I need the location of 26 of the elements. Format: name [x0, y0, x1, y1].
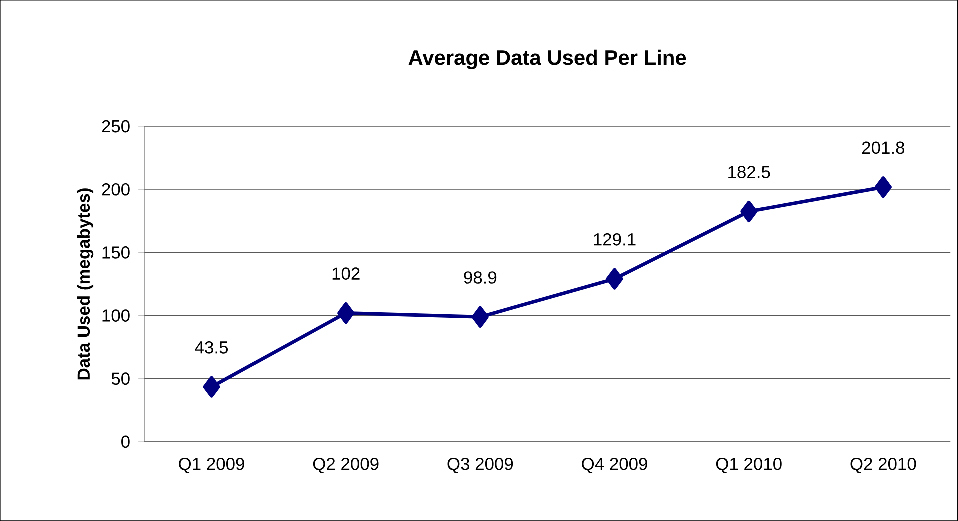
data-label: 102	[332, 267, 360, 280]
x-tick-label: Q1 2010	[716, 458, 782, 474]
point	[472, 306, 489, 328]
y-tick-label: 100	[102, 309, 130, 322]
x-tick-label: Q2 2010	[850, 458, 916, 474]
x-tick-label: Q1 2009	[179, 458, 244, 474]
point	[338, 302, 355, 324]
y-tick-label: 50	[112, 372, 130, 385]
chart-title: Average Data Used Per Line	[408, 50, 686, 70]
y-tick-label: 150	[102, 246, 130, 259]
y-tick-label: 250	[102, 120, 130, 133]
point	[203, 376, 220, 398]
x-tick-label: Q4 2009	[582, 458, 648, 474]
y-axis-title: Data Used (megabytes)	[77, 188, 94, 380]
y-tick-label: 200	[102, 183, 130, 196]
x-tick-label: Q3 2009	[448, 458, 514, 474]
y-tick-label: 0	[122, 436, 130, 448]
data-label: 182.5	[728, 166, 770, 178]
point	[740, 200, 758, 222]
data-label: 43.5	[195, 341, 228, 354]
data-label: 201.8	[862, 142, 905, 154]
point	[606, 268, 624, 290]
data-label: 129.1	[594, 233, 636, 246]
x-tick-label: Q2 2009	[313, 458, 379, 474]
point	[874, 176, 892, 198]
data-label: 98.9	[464, 271, 497, 284]
